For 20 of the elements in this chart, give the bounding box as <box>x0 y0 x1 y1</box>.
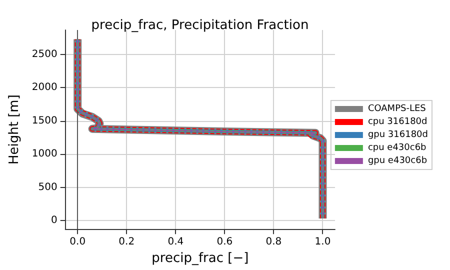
legend-label: cpu 316180d <box>368 117 428 127</box>
legend-label: cpu e430c6b <box>368 143 427 153</box>
x-tick-label: 0.0 <box>70 236 86 248</box>
y-tick-label: 1500 <box>32 115 58 126</box>
y-tick-label: 500 <box>38 182 58 193</box>
y-tick-label: 2500 <box>32 49 58 60</box>
y-tick-label: 0 <box>50 214 58 226</box>
legend-label: gpu e430c6b <box>368 156 428 166</box>
y-tick-label: 2000 <box>32 82 58 94</box>
x-axis-title: precip_frac [−] <box>152 251 249 266</box>
chart-title: precip_frac, Precipitation Fraction <box>91 18 309 33</box>
x-tick-label: 1.0 <box>314 236 331 248</box>
x-tick-label: 0.4 <box>168 236 184 248</box>
legend-label: COAMPS-LES <box>368 104 426 114</box>
x-tick-label: 0.8 <box>266 236 282 248</box>
y-tick-label: 1000 <box>32 148 58 160</box>
x-tick-label: 0.2 <box>118 236 135 248</box>
y-axis-title: Height [m] <box>7 94 22 165</box>
legend-label: gpu 316180d <box>368 130 428 140</box>
x-tick-label: 0.6 <box>216 236 233 248</box>
